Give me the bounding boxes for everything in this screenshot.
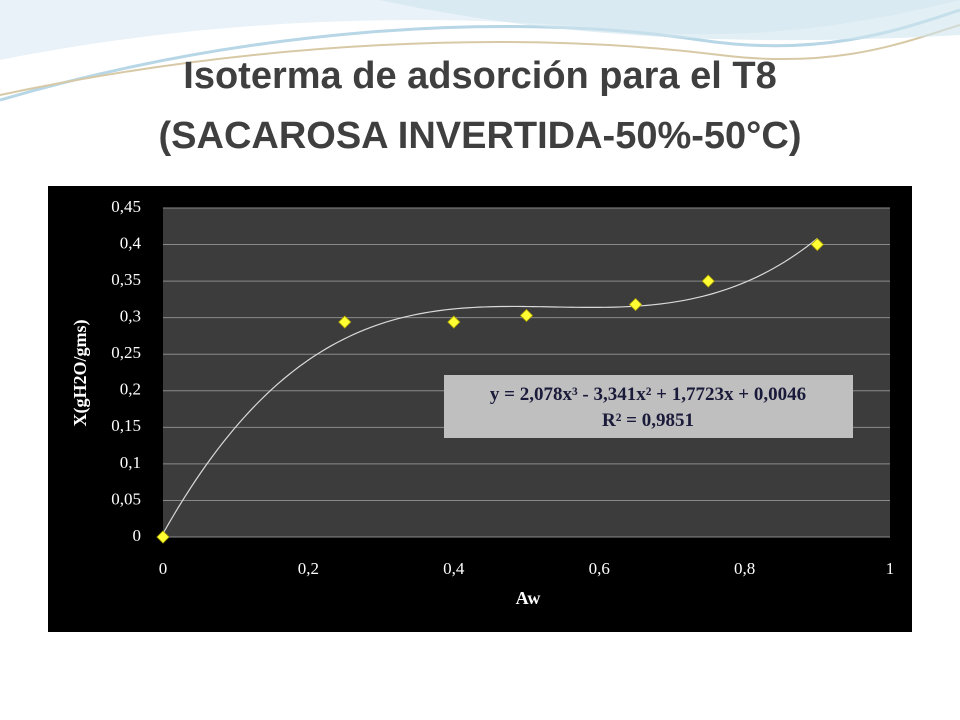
- data-point: [338, 315, 352, 329]
- equation-box: [444, 375, 853, 438]
- r-squared: R² = 0,9851: [602, 410, 694, 431]
- data-point: [701, 274, 715, 288]
- x-tick-label: 0,4: [443, 559, 465, 578]
- y-tick-label: 0,05: [111, 489, 141, 508]
- data-point: [628, 297, 643, 312]
- trendline-equation: y = 2,078x³ - 3,341x² + 1,7723x + 0,0046: [490, 384, 806, 405]
- data-point: [156, 530, 170, 544]
- x-tick-label: 0,6: [589, 559, 610, 578]
- swoosh: [380, 0, 960, 41]
- y-tick-label: 0,2: [120, 380, 141, 399]
- title: Isoterma de adsorción para el T8: [183, 55, 776, 97]
- data-point: [810, 237, 824, 252]
- x-tick-label: 1: [886, 559, 895, 578]
- decoration: [0, 0, 960, 102]
- y-tick-label: 0,1: [120, 453, 141, 472]
- x-tick-label: 0: [159, 559, 168, 578]
- data-point: [519, 308, 534, 323]
- trendline: [162, 238, 818, 534]
- y-tick-label: 0,15: [111, 416, 141, 435]
- x-tick-label: 0,8: [734, 559, 755, 578]
- x-axis-title: Aw: [516, 588, 541, 608]
- x-tick-label: 0,2: [298, 559, 319, 578]
- plot-area: [163, 208, 890, 537]
- data-point: [447, 315, 461, 329]
- y-tick-label: 0,35: [111, 270, 141, 289]
- y-axis-title: X(gH2O/gms): [70, 320, 91, 427]
- swoosh-line: [0, 24, 960, 96]
- subtitle: (SACAROSA INVERTIDA-50%-50°C): [159, 115, 802, 157]
- y-tick-label: 0,45: [111, 197, 141, 216]
- marks: [156, 237, 824, 544]
- y-tick-label: 0: [133, 526, 142, 545]
- y-tick-label: 0,25: [111, 343, 141, 362]
- grid: 0 0,05 0,1 0,15 0,2 0,25 0,3 0,35 0,4 0,45 0 0,2 0,4…: [111, 197, 894, 578]
- y-tick-label: 0,4: [120, 233, 142, 252]
- y-tick-label: 0,3: [120, 307, 141, 326]
